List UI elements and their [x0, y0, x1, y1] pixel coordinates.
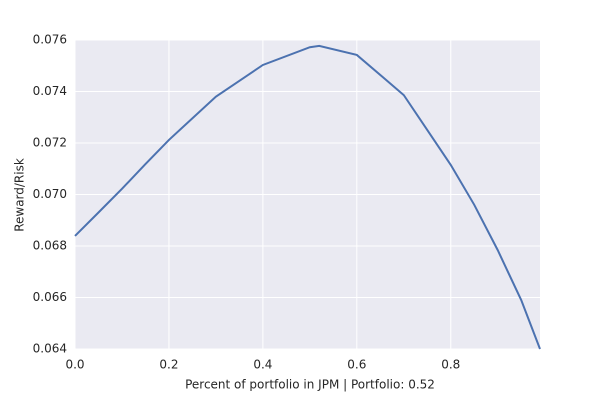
x-tick-label: 0.8 [441, 358, 460, 372]
y-tick-label: 0.066 [33, 290, 67, 304]
y-tick-label: 0.068 [33, 239, 67, 253]
y-tick-label: 0.072 [33, 136, 67, 150]
line-series [74, 44, 541, 350]
x-tick-label: 0.2 [159, 358, 178, 372]
x-axis-label: Percent of portfolio in JPM | Portfolio:… [185, 378, 435, 392]
x-tick-label: 0.0 [65, 358, 84, 372]
y-tick-label: 0.074 [33, 84, 67, 98]
y-tick-label: 0.064 [33, 342, 67, 356]
y-tick-label: 0.076 [33, 33, 67, 47]
y-tick-label: 0.070 [33, 187, 67, 201]
x-tick-label: 0.4 [253, 358, 272, 372]
x-tick-label: 0.6 [347, 358, 366, 372]
y-axis-label: Reward/Risk [13, 158, 27, 232]
